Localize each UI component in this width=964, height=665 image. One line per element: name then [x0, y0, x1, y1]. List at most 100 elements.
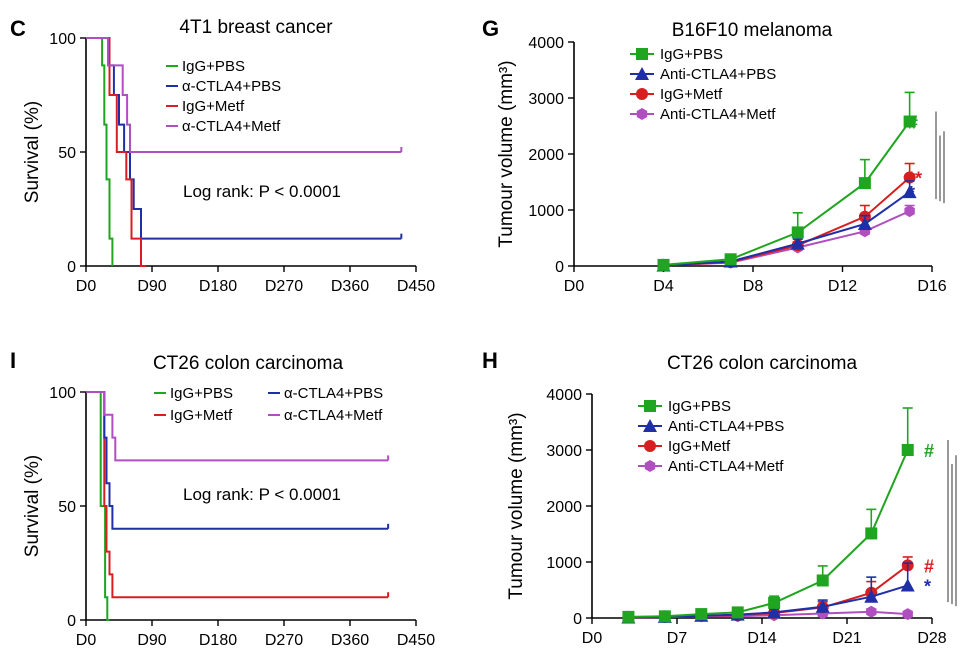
- square-marker: [644, 400, 656, 412]
- square-marker: [658, 610, 671, 623]
- survival-chart-C: 0 50 100 D0 D90 D180 D270 D360 D450 Survival (%) 4…: [10, 16, 435, 295]
- square-marker: [768, 596, 781, 609]
- x-tick-label: D8: [743, 278, 764, 295]
- significance-marker: **: [908, 169, 922, 189]
- x-tick-label: D0: [582, 630, 603, 647]
- panel-letter: I: [10, 348, 16, 373]
- x-tick-label: D90: [137, 632, 166, 649]
- x-tick-label: D450: [397, 278, 435, 295]
- legend-entry: IgG+Metf: [668, 438, 731, 455]
- survival-curve-red: [86, 37, 147, 267]
- legend-entry: IgG+PBS: [660, 46, 723, 63]
- log-rank-annotation: Log rank: P < 0.0001: [183, 485, 341, 504]
- triangle-marker: [790, 236, 805, 250]
- x-tick-label: D16: [917, 278, 946, 295]
- circle-marker: [636, 88, 648, 100]
- triangle-marker: [635, 67, 649, 80]
- square-marker: [858, 177, 871, 190]
- y-tick-label: 50: [58, 499, 76, 516]
- triangle-marker: [643, 419, 657, 432]
- x-tick-label: D360: [331, 278, 369, 295]
- panel-letter: C: [10, 16, 26, 41]
- panel-letter: G: [482, 16, 499, 41]
- chart-title: B16F10 melanoma: [672, 20, 833, 41]
- y-tick-label: 0: [67, 259, 76, 276]
- triangle-marker: [900, 578, 915, 592]
- triangle-marker: [864, 589, 879, 603]
- y-tick-label: 50: [58, 145, 76, 162]
- y-axis-label: Tumour volume (mm³): [496, 60, 517, 247]
- x-tick-label: D0: [564, 278, 585, 295]
- y-axis-label: Survival (%): [22, 101, 43, 203]
- chart-title: CT26 colon carcinoma: [153, 353, 344, 374]
- log-rank-annotation: Log rank: P < 0.0001: [183, 182, 341, 201]
- x-tick-label: D12: [828, 278, 857, 295]
- y-tick-label: 4000: [546, 387, 582, 404]
- y-tick-label: 3000: [546, 443, 582, 460]
- x-tick-label: D0: [76, 278, 97, 295]
- square-marker: [865, 527, 878, 540]
- triangle-marker: [902, 185, 917, 199]
- y-tick-label: 0: [573, 611, 582, 628]
- significance-marker: #: [924, 556, 934, 576]
- legend-entry: IgG+Metf: [170, 407, 233, 424]
- x-tick-label: D270: [265, 632, 303, 649]
- survival-curve-purple: [86, 37, 402, 153]
- y-tick-label: 1000: [546, 555, 582, 572]
- legend-entry: IgG+PBS: [668, 398, 731, 415]
- growth-line-red: [663, 176, 911, 267]
- square-marker: [791, 226, 804, 239]
- y-tick-label: 0: [555, 259, 564, 276]
- y-tick-label: 3000: [528, 91, 564, 108]
- legend-entry: IgG+PBS: [182, 58, 245, 75]
- x-tick-label: D7: [667, 630, 688, 647]
- hexagon-marker: [636, 108, 648, 120]
- square-marker: [622, 610, 635, 623]
- x-tick-label: D21: [832, 630, 861, 647]
- square-marker: [657, 258, 670, 271]
- square-marker: [903, 115, 916, 128]
- y-tick-label: 1000: [528, 203, 564, 220]
- square-marker: [724, 253, 737, 266]
- chart-title: 4T1 breast cancer: [179, 17, 333, 38]
- survival-curve-green: [86, 391, 110, 621]
- x-tick-label: D270: [265, 278, 303, 295]
- hexagon-marker: [902, 608, 913, 621]
- legend-entry: Anti-CTLA4+Metf: [668, 458, 784, 475]
- y-tick-label: 2000: [528, 147, 564, 164]
- significance-marker: #: [908, 113, 918, 133]
- survival-curve-red: [86, 391, 389, 599]
- y-tick-label: 2000: [546, 499, 582, 516]
- significance-marker: #: [924, 441, 934, 461]
- legend-entry: α-CTLA4+PBS: [284, 385, 383, 402]
- tumour-growth-chart-G: 0 1000 2000 3000 4000 D0 D4 D8 D12 D16 Tumour volu…: [482, 16, 947, 295]
- y-tick-label: 100: [49, 31, 76, 48]
- legend-entry: Anti-CTLA4+PBS: [668, 418, 784, 435]
- x-tick-label: D90: [137, 278, 166, 295]
- y-axis-label: Tumour volume (mm³): [506, 412, 527, 599]
- x-tick-label: D4: [653, 278, 674, 295]
- triangle-marker: [815, 599, 830, 613]
- hexagon-marker: [904, 205, 915, 218]
- legend-entry: Anti-CTLA4+PBS: [660, 66, 776, 83]
- x-tick-label: D450: [397, 632, 435, 649]
- hexagon-marker: [644, 460, 656, 472]
- y-tick-label: 100: [49, 385, 76, 402]
- y-axis-label: Survival (%): [22, 455, 43, 557]
- square-marker: [636, 48, 648, 60]
- x-tick-label: D0: [76, 632, 97, 649]
- square-marker: [816, 574, 829, 587]
- y-tick-label: 0: [67, 613, 76, 630]
- x-tick-label: D180: [199, 632, 237, 649]
- legend-entry: α-CTLA4+Metf: [182, 118, 281, 135]
- legend-entry: IgG+Metf: [660, 86, 723, 103]
- hexagon-marker: [866, 605, 877, 618]
- x-tick-label: D14: [747, 630, 776, 647]
- legend-entry: α-CTLA4+Metf: [284, 407, 383, 424]
- y-tick-label: 4000: [528, 35, 564, 52]
- triangle-marker: [767, 605, 782, 619]
- legend-entry: IgG+PBS: [170, 385, 233, 402]
- significance-marker: *: [908, 183, 915, 203]
- square-marker: [731, 606, 744, 619]
- x-tick-label: D360: [331, 632, 369, 649]
